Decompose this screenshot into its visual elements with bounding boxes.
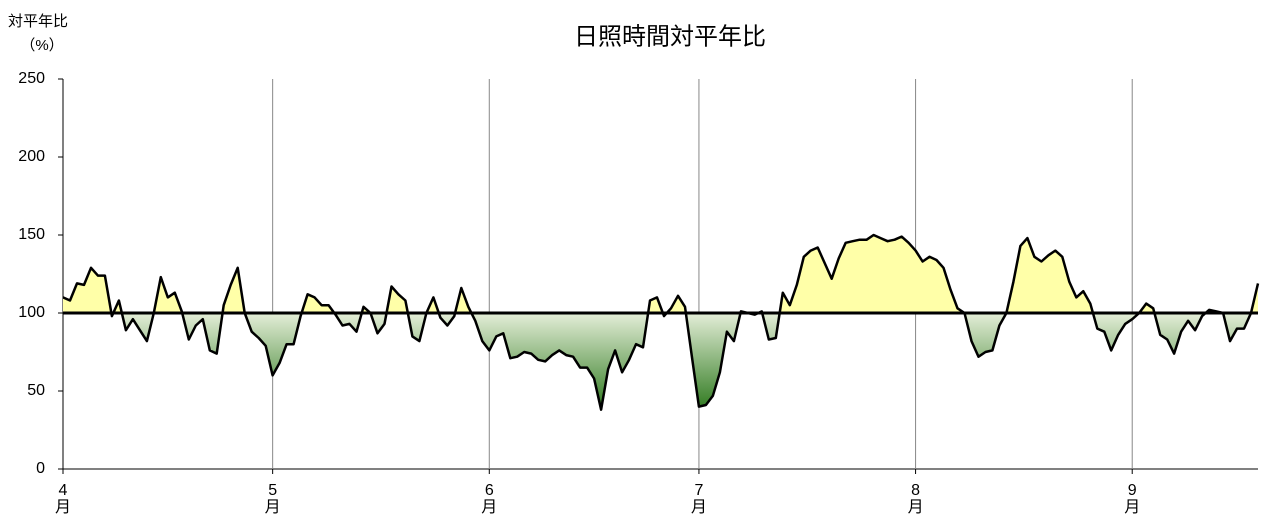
y-axis-label: 対平年比 — [8, 13, 68, 30]
y-tick-label: 150 — [18, 226, 45, 243]
y-axis-unit: （%） — [20, 37, 63, 54]
area-above — [63, 235, 1258, 313]
line — [62, 233, 1260, 411]
area-below — [63, 313, 1258, 410]
y-tick-label: 0 — [36, 460, 45, 477]
y-tick-label: 250 — [18, 70, 45, 87]
y-tick-label: 200 — [18, 148, 45, 165]
y-tick-label: 100 — [18, 304, 45, 321]
chart-title: 日照時間対平年比 — [574, 23, 766, 50]
y-tick-label: 50 — [27, 382, 45, 399]
